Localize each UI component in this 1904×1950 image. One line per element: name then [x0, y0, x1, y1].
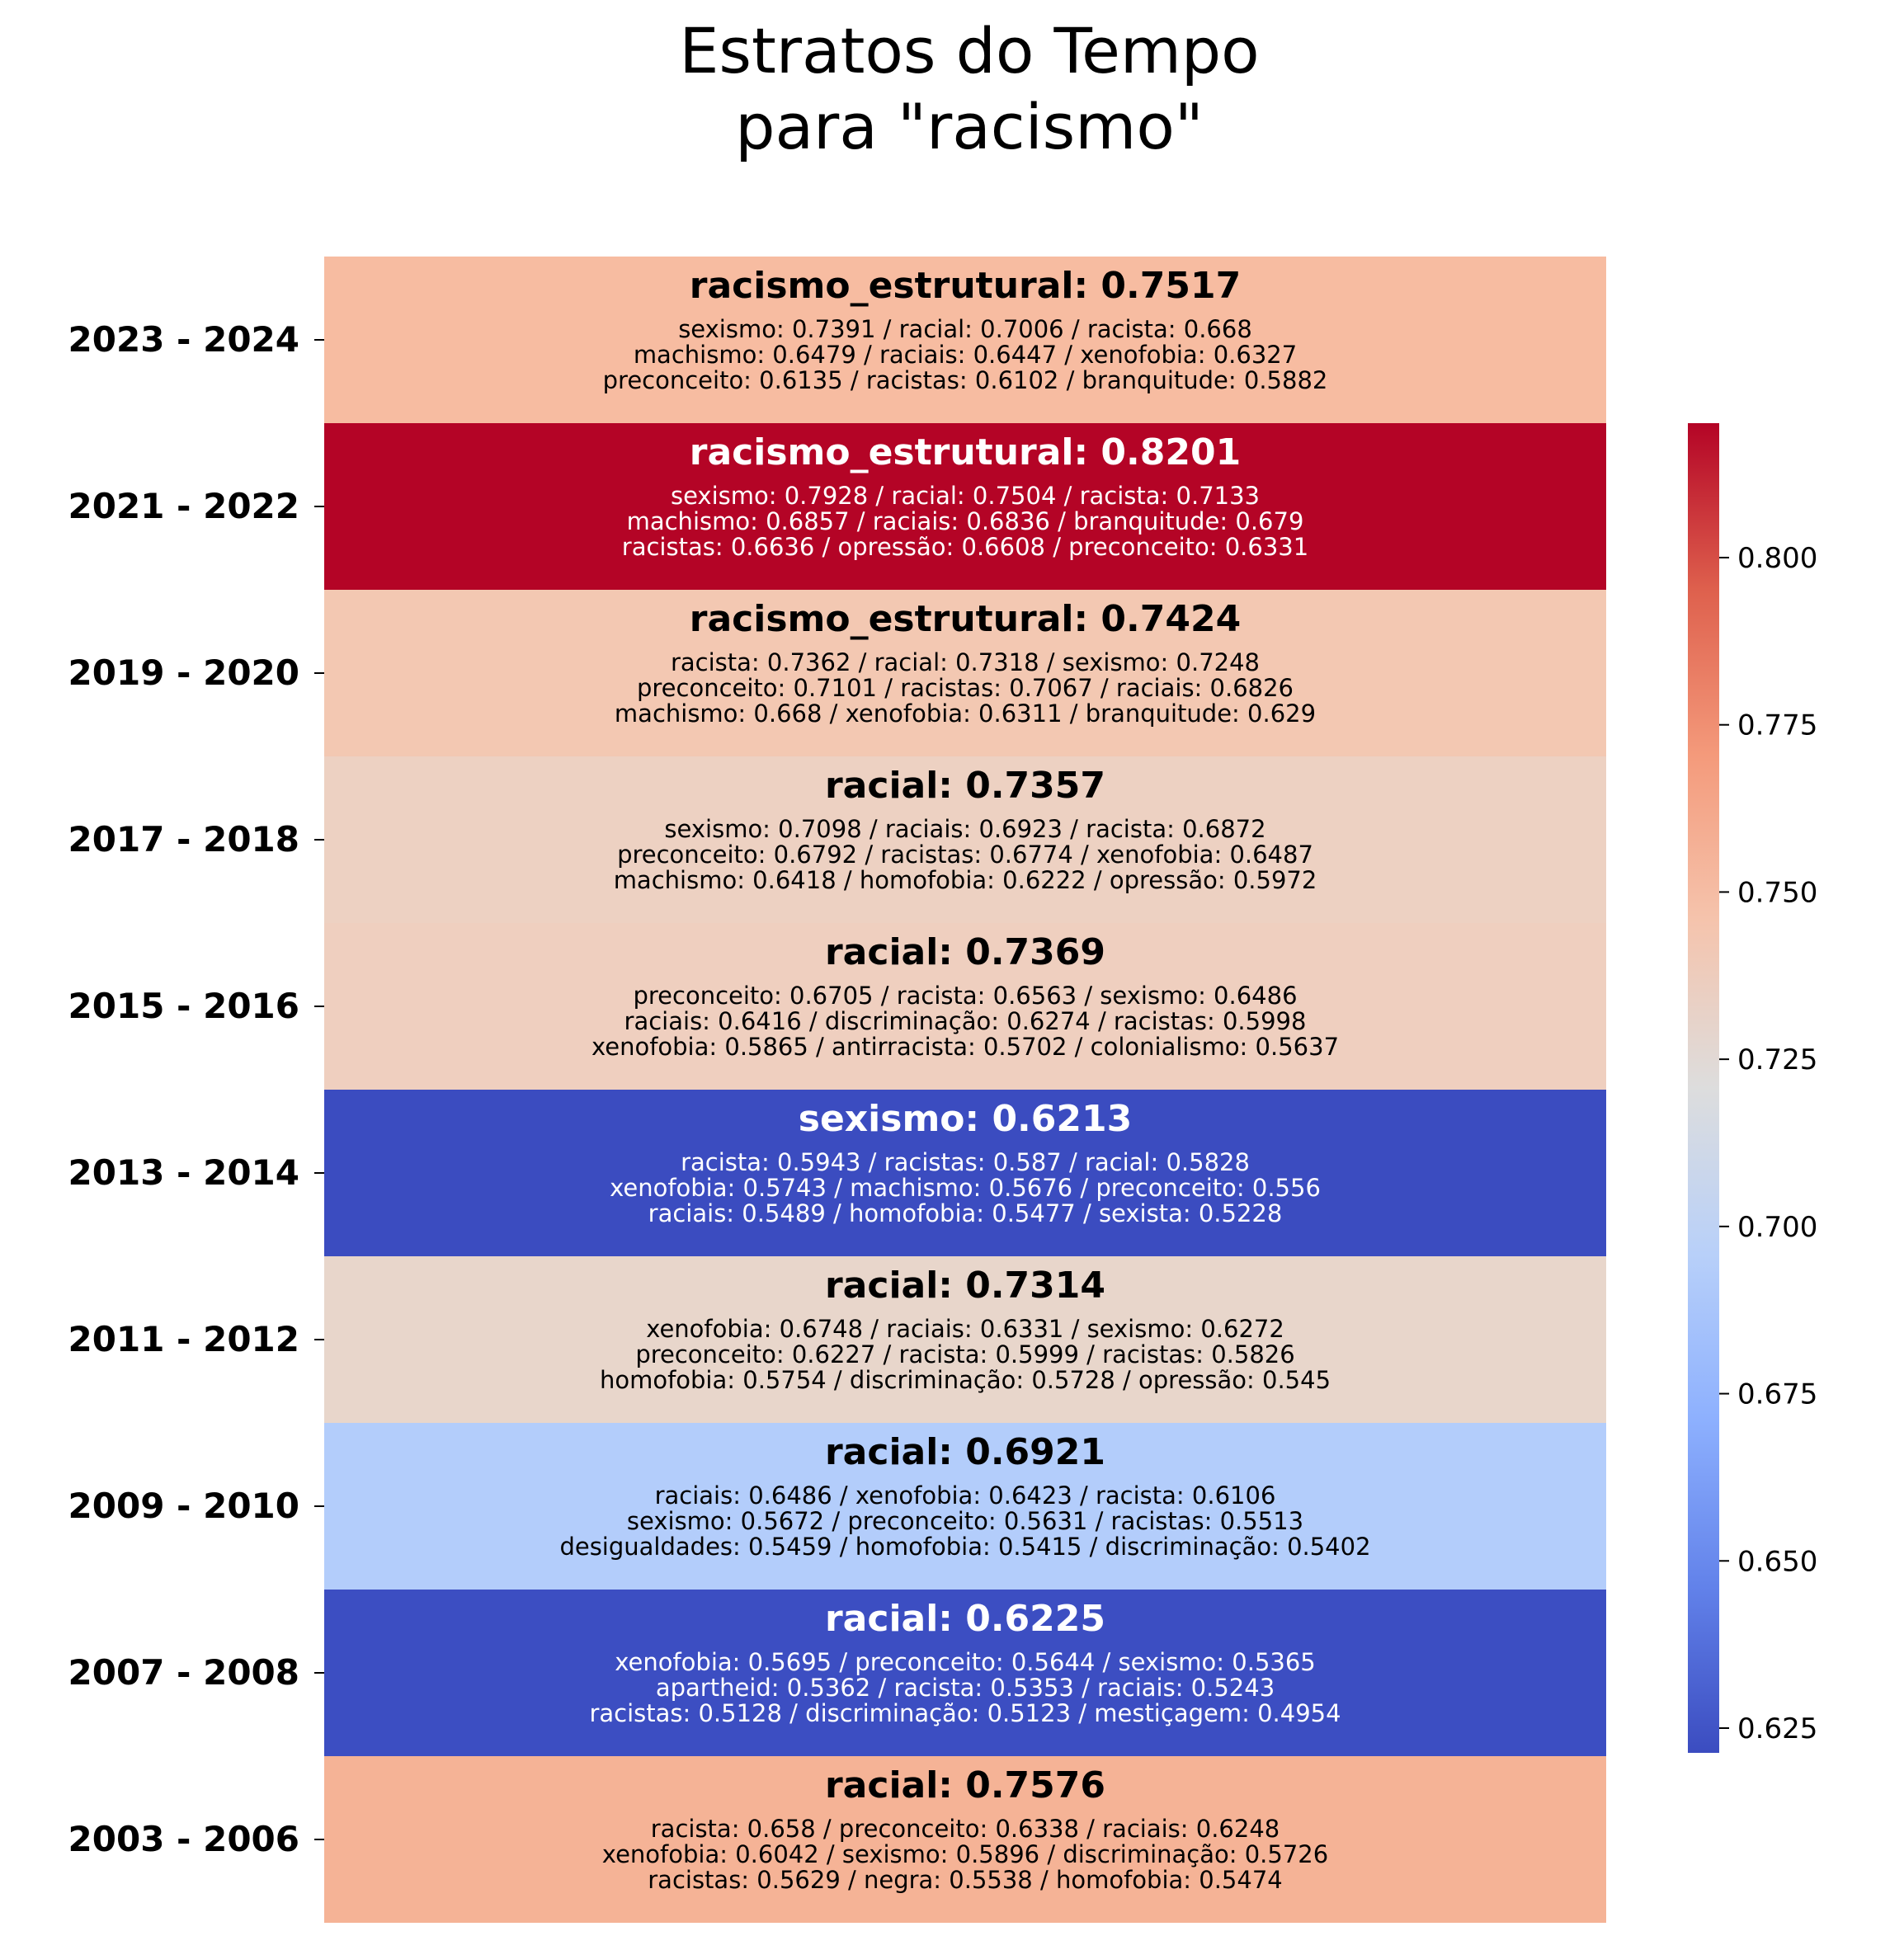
- y-tick-label: 2021 - 2022: [68, 486, 299, 526]
- heatmap-cell: [324, 1256, 1606, 1423]
- cell-related-terms: xenofobia: 0.5695 / preconceito: 0.5644 …: [615, 1648, 1316, 1676]
- heatmap-rows: racismo_estrutural: 0.7517 sexismo: 0.739…: [68, 257, 1606, 1923]
- cell-related-terms: machismo: 0.668 / xenofobia: 0.6311 / br…: [615, 699, 1316, 728]
- heatmap-cell: [324, 923, 1606, 1090]
- y-tick-label: 2013 - 2014: [68, 1152, 299, 1193]
- cell-related-terms: raciais: 0.6416 / discriminação: 0.6274 …: [624, 1007, 1307, 1035]
- cell-related-terms: preconceito: 0.7101 / racistas: 0.7067 /…: [637, 674, 1294, 702]
- heatmap-cell: [324, 1090, 1606, 1256]
- heatmap-row: racismo_estrutural: 0.7517 sexismo: 0.739…: [324, 257, 1606, 423]
- cell-related-terms: racista: 0.7362 / racial: 0.7318 / sexis…: [671, 648, 1260, 676]
- colorbar-tick-label: 0.675: [1737, 1378, 1817, 1411]
- colorbar-tick-label: 0.650: [1737, 1545, 1817, 1578]
- heatmap-cell: [324, 1423, 1606, 1590]
- cell-related-terms: sexismo: 0.7928 / racial: 0.7504 / racis…: [671, 482, 1260, 510]
- heatmap-cell: [324, 1756, 1606, 1923]
- cell-related-terms: racista: 0.658 / preconceito: 0.6338 / r…: [651, 1815, 1280, 1843]
- cell-related-terms: sexismo: 0.7391 / racial: 0.7006 / racis…: [678, 315, 1252, 343]
- y-tick-label: 2009 - 2010: [68, 1486, 299, 1526]
- colorbar: 0.625 0.650 0.675 0.700 0.725 0.750 0.775 0.800: [1688, 423, 1817, 1753]
- cell-top-term: racial: 0.7369: [825, 931, 1105, 973]
- cell-related-terms: machismo: 0.6857 / raciais: 0.6836 / bra…: [627, 507, 1304, 535]
- cell-related-terms: raciais: 0.5489 / homofobia: 0.5477 / se…: [648, 1199, 1283, 1227]
- cell-top-term: racismo_estrutural: 0.7517: [690, 265, 1241, 307]
- heatmap-cell: [324, 1590, 1606, 1756]
- cell-related-terms: xenofobia: 0.6748 / raciais: 0.6331 / se…: [646, 1315, 1284, 1343]
- heatmap-row: racismo_estrutural: 0.7424 racista: 0.736…: [324, 590, 1606, 756]
- heatmap-cell: [324, 257, 1606, 423]
- cell-top-term: racial: 0.7576: [825, 1764, 1105, 1806]
- y-tick-label: 2015 - 2016: [68, 986, 299, 1026]
- cell-top-term: racismo_estrutural: 0.7424: [690, 598, 1241, 640]
- cell-related-terms: preconceito: 0.6227 / racista: 0.5999 / …: [635, 1340, 1294, 1368]
- y-tick-label: 2017 - 2018: [68, 819, 299, 860]
- cell-related-terms: desigualdades: 0.5459 / homofobia: 0.541…: [559, 1533, 1370, 1561]
- cell-related-terms: machismo: 0.6479 / raciais: 0.6447 / xen…: [634, 341, 1297, 369]
- heatmap-row: racial: 0.7576 racista: 0.658 / preconcei…: [324, 1756, 1606, 1923]
- cell-related-terms: preconceito: 0.6135 / racistas: 0.6102 /…: [603, 366, 1328, 394]
- cell-top-term: racismo_estrutural: 0.8201: [690, 431, 1241, 473]
- cell-related-terms: xenofobia: 0.5865 / antirracista: 0.5702…: [591, 1033, 1339, 1061]
- heatmap-row: racial: 0.7314 xenofobia: 0.6748 / raciai…: [324, 1256, 1606, 1423]
- y-tick-label: 2011 - 2012: [68, 1319, 299, 1359]
- cell-top-term: racial: 0.7314: [825, 1265, 1105, 1307]
- cell-related-terms: racista: 0.5943 / racistas: 0.587 / raci…: [681, 1148, 1250, 1176]
- heatmap-cell: [324, 423, 1606, 590]
- y-tick-label: 2019 - 2020: [68, 652, 299, 693]
- colorbar-tick-label: 0.625: [1737, 1712, 1817, 1745]
- chart-title: Estratos do Tempo para "racismo": [679, 14, 1259, 163]
- cell-related-terms: xenofobia: 0.6042 / sexismo: 0.5896 / di…: [602, 1840, 1328, 1868]
- colorbar-tick-label: 0.800: [1737, 542, 1817, 575]
- cell-top-term: racial: 0.6225: [825, 1598, 1105, 1640]
- heatmap-row: racial: 0.7369 preconceito: 0.6705 / raci…: [324, 923, 1606, 1090]
- cell-top-term: sexismo: 0.6213: [799, 1098, 1132, 1140]
- cell-top-term: racial: 0.7357: [825, 765, 1105, 807]
- heatmap-row: racial: 0.6921 raciais: 0.6486 / xenofobi…: [324, 1423, 1606, 1590]
- heatmap-row: sexismo: 0.6213 racista: 0.5943 / racista…: [324, 1090, 1606, 1256]
- colorbar-gradient: [1688, 423, 1719, 1753]
- cell-related-terms: preconceito: 0.6705 / racista: 0.6563 / …: [633, 982, 1297, 1010]
- y-tick-label: 2003 - 2006: [68, 1819, 299, 1859]
- cell-related-terms: racistas: 0.5128 / discriminação: 0.5123…: [589, 1699, 1341, 1727]
- cell-related-terms: sexismo: 0.5672 / preconceito: 0.5631 / …: [627, 1507, 1303, 1535]
- cell-related-terms: raciais: 0.6486 / xenofobia: 0.6423 / ra…: [655, 1481, 1276, 1510]
- colorbar-tick-label: 0.700: [1737, 1211, 1817, 1244]
- cell-related-terms: racistas: 0.6636 / opressão: 0.6608 / pr…: [622, 533, 1308, 561]
- colorbar-tick-label: 0.725: [1737, 1043, 1817, 1076]
- cell-related-terms: racistas: 0.5629 / negra: 0.5538 / homof…: [648, 1866, 1282, 1894]
- cell-related-terms: xenofobia: 0.5743 / machismo: 0.5676 / p…: [610, 1174, 1321, 1202]
- cell-related-terms: preconceito: 0.6792 / racistas: 0.6774 /…: [617, 841, 1313, 869]
- y-tick-label: 2007 - 2008: [68, 1652, 299, 1693]
- heatmap-cell: [324, 590, 1606, 756]
- cell-related-terms: apartheid: 0.5362 / racista: 0.5353 / ra…: [656, 1674, 1275, 1702]
- heatmap-row: racial: 0.7357 sexismo: 0.7098 / raciais:…: [324, 756, 1606, 923]
- heatmap-row: racial: 0.6225 xenofobia: 0.5695 / precon…: [324, 1590, 1606, 1756]
- colorbar-tick-label: 0.775: [1737, 709, 1817, 742]
- cell-related-terms: machismo: 0.6418 / homofobia: 0.6222 / o…: [614, 866, 1317, 894]
- colorbar-tick-label: 0.750: [1737, 876, 1817, 909]
- y-tick-label: 2023 - 2024: [68, 319, 299, 360]
- heatmap-cell: [324, 756, 1606, 923]
- heatmap-row: racismo_estrutural: 0.8201 sexismo: 0.792…: [324, 423, 1606, 590]
- cell-related-terms: homofobia: 0.5754 / discriminação: 0.572…: [600, 1366, 1331, 1394]
- cell-top-term: racial: 0.6921: [825, 1431, 1105, 1473]
- cell-related-terms: sexismo: 0.7098 / raciais: 0.6923 / raci…: [664, 815, 1265, 843]
